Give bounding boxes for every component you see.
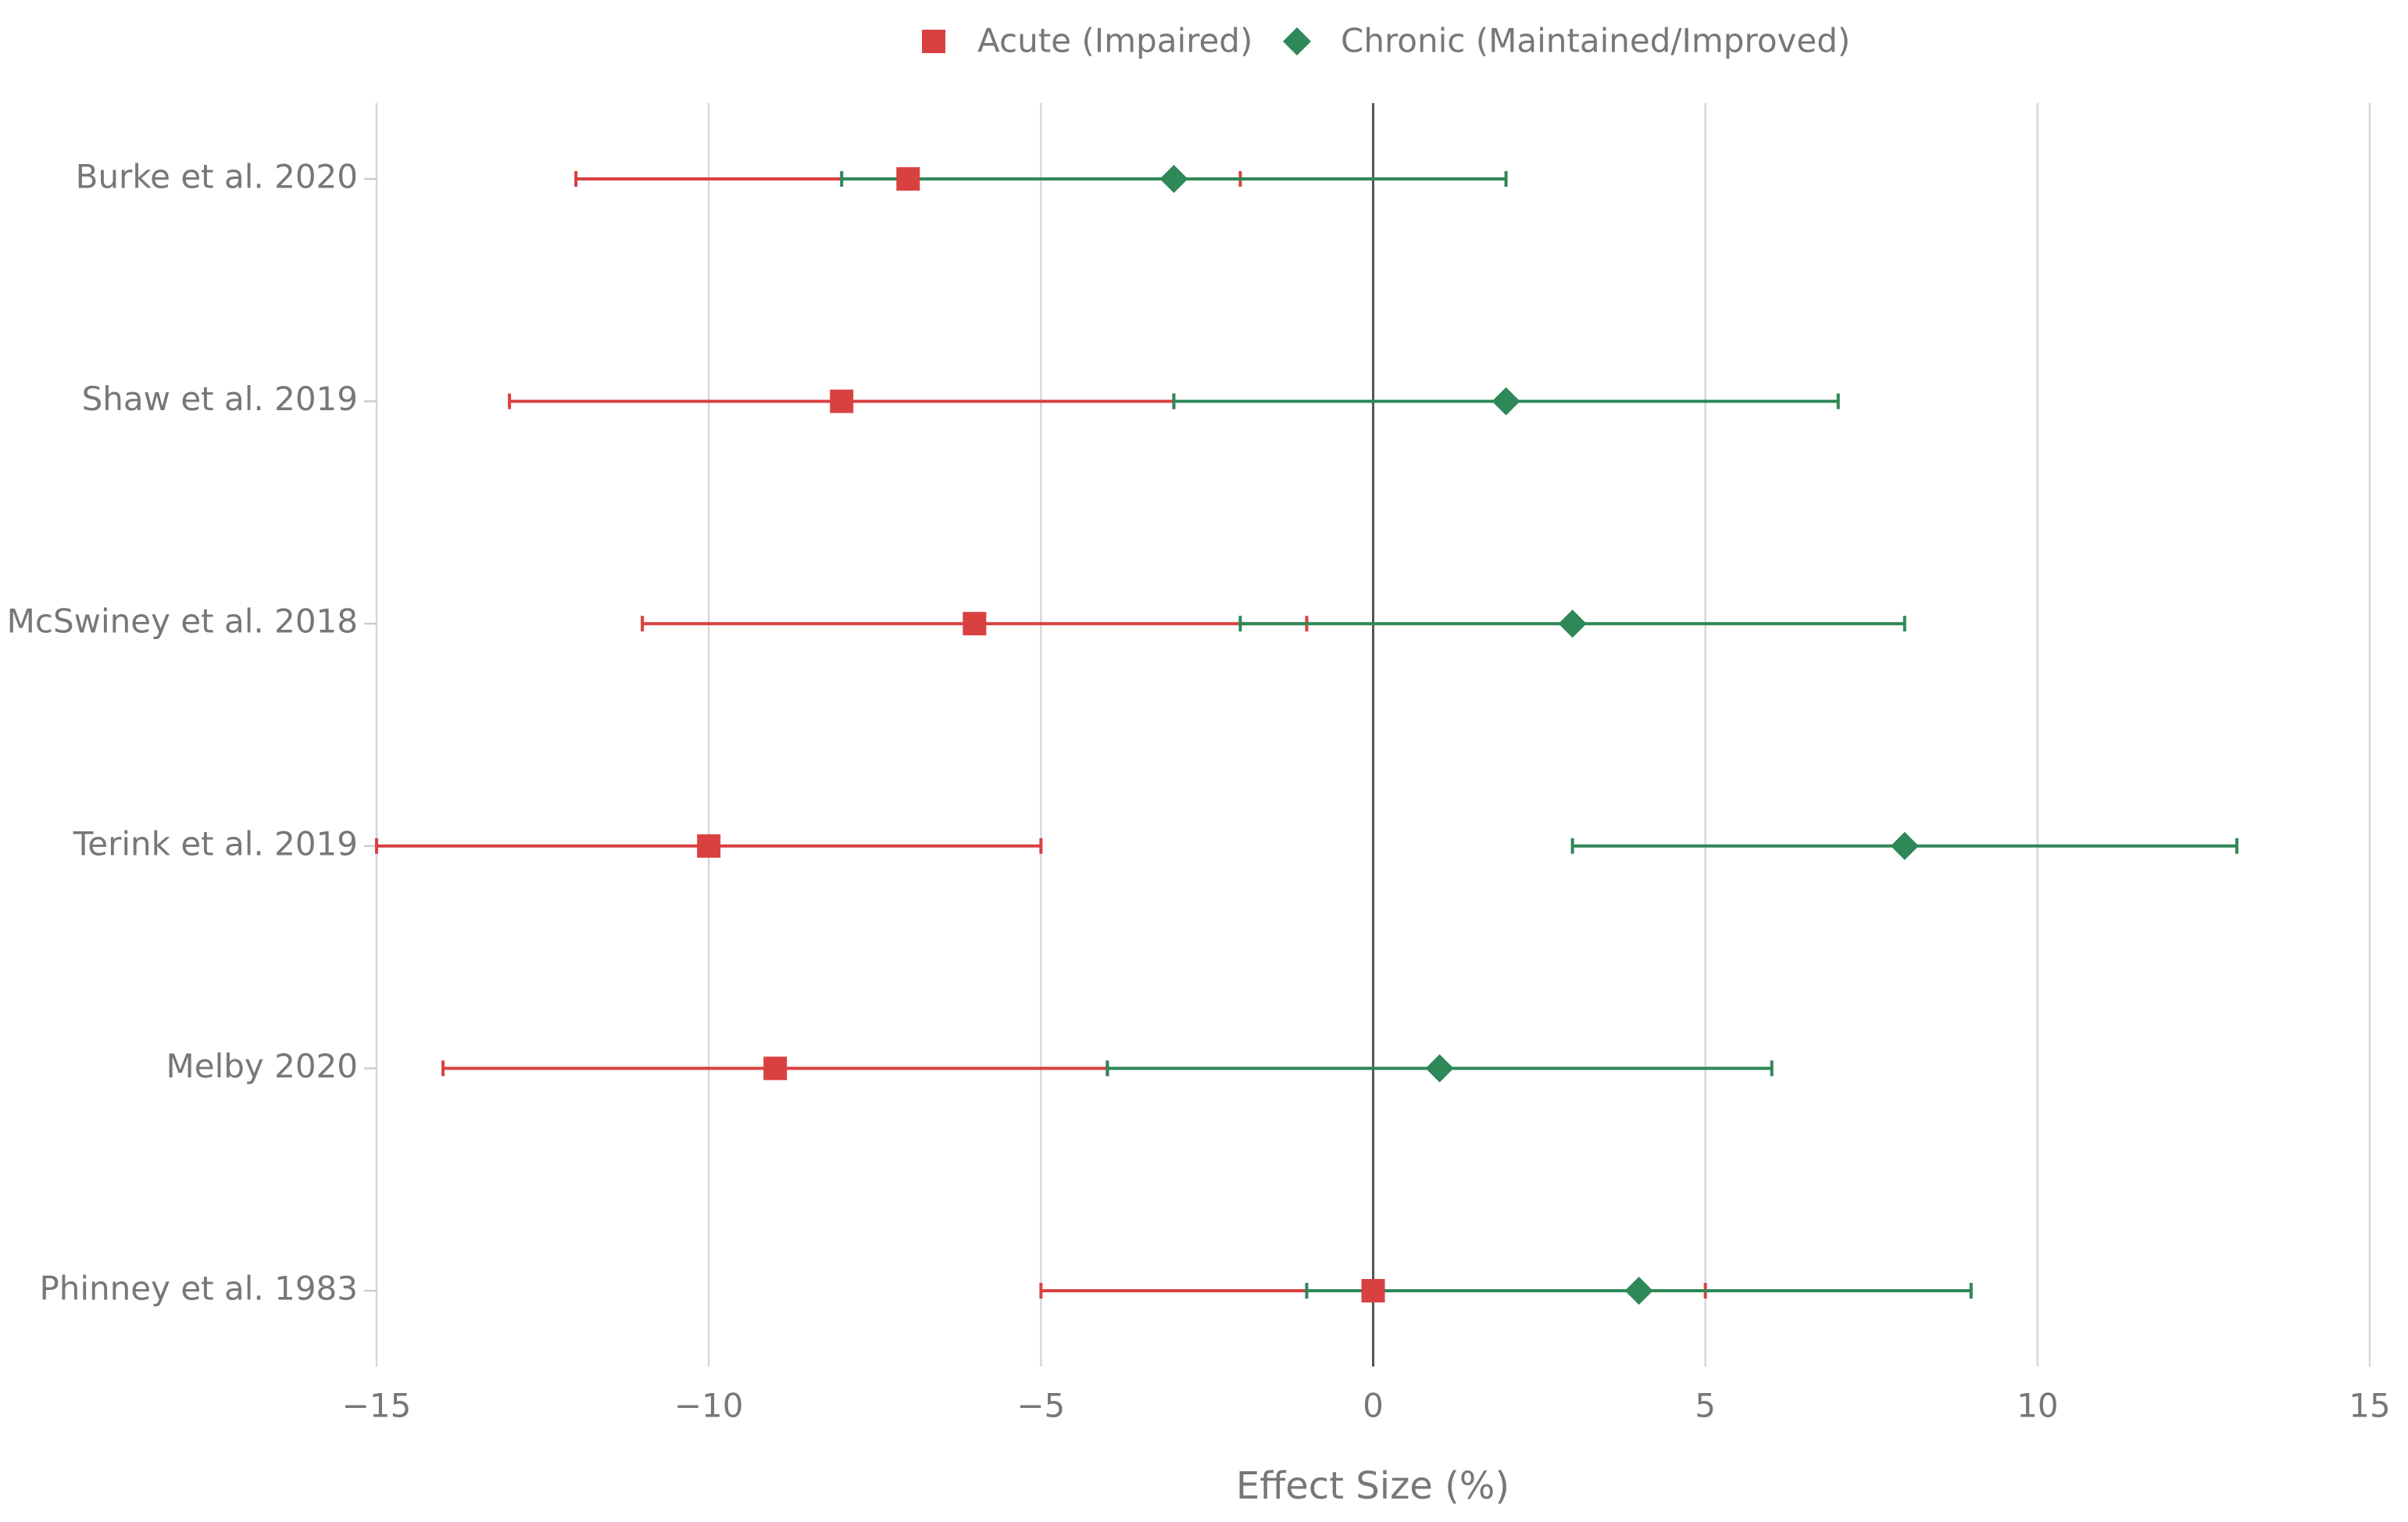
- x-tick-label: −15: [342, 1387, 412, 1425]
- point: [1361, 1279, 1385, 1302]
- y-tick-label: Terink et al. 2019: [73, 824, 358, 863]
- legend-marker: [1283, 27, 1311, 55]
- legend-label: Acute (Impaired): [977, 22, 1252, 60]
- y-tick-label: Burke et al. 2020: [76, 158, 358, 196]
- point: [697, 834, 721, 858]
- x-tick-label: 0: [1363, 1387, 1384, 1425]
- point: [1492, 387, 1520, 416]
- point: [1159, 165, 1188, 193]
- point: [1558, 609, 1587, 638]
- point: [1890, 831, 1919, 860]
- point: [830, 389, 854, 413]
- point: [1624, 1277, 1653, 1305]
- legend-label: Chronic (Maintained/Improved): [1341, 22, 1850, 60]
- point: [763, 1056, 788, 1081]
- x-tick-label: 5: [1695, 1387, 1716, 1425]
- point: [963, 612, 987, 636]
- x-tick-label: 10: [2017, 1387, 2058, 1425]
- y-tick-label: Phinney et al. 1983: [39, 1270, 358, 1308]
- point: [896, 167, 920, 191]
- point: [1425, 1054, 1454, 1083]
- y-tick-label: McSwiney et al. 2018: [7, 602, 358, 641]
- y-tick-label: Shaw et al. 2019: [82, 380, 358, 418]
- x-axis-title: Effect Size (%): [1236, 1464, 1509, 1508]
- y-tick-label: Melby 2020: [166, 1047, 359, 1085]
- x-tick-label: −5: [1016, 1387, 1065, 1425]
- x-tick-label: 15: [2349, 1387, 2390, 1425]
- legend-marker: [922, 30, 945, 53]
- x-tick-label: −10: [674, 1387, 744, 1425]
